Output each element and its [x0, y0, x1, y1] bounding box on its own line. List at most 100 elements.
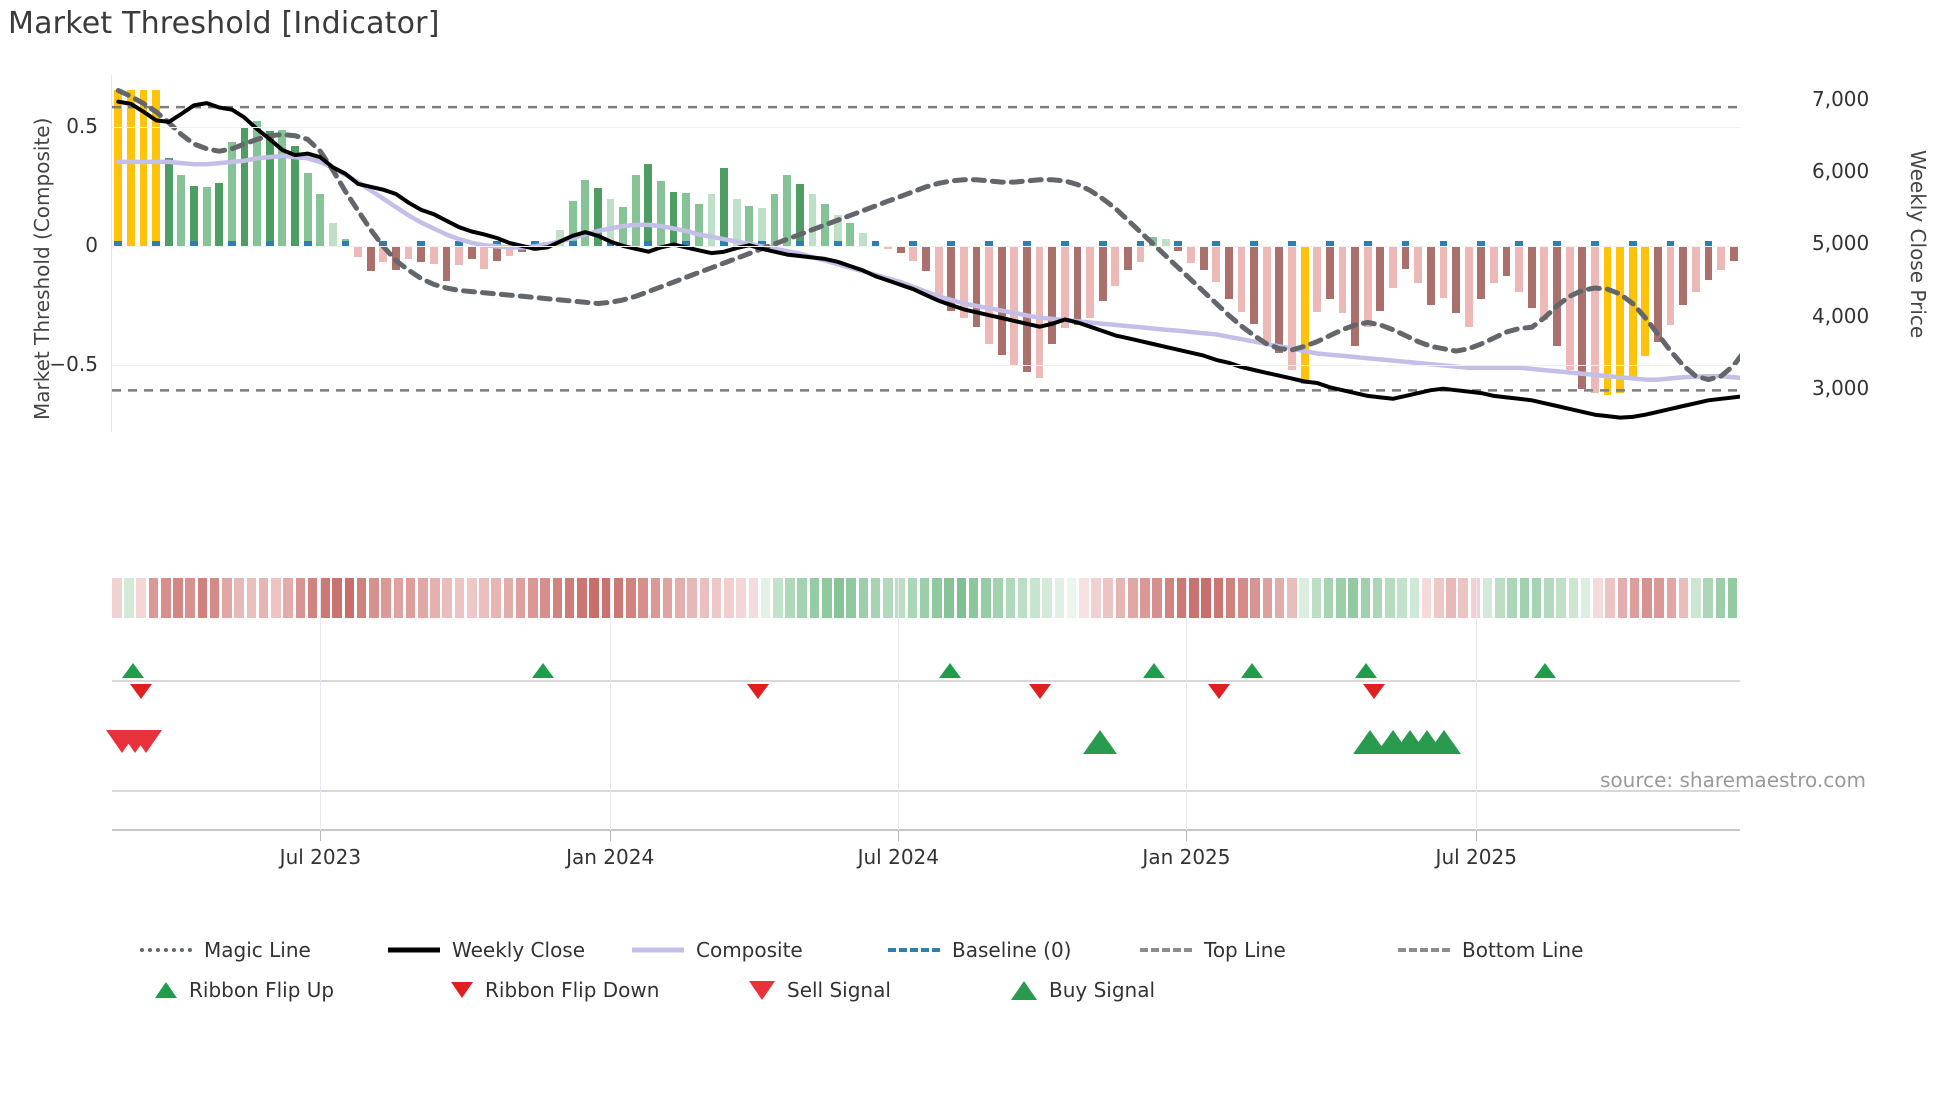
baseline-marker [909, 241, 918, 247]
ribbon-cell [1593, 578, 1603, 618]
histogram-bar [278, 129, 287, 247]
histogram-bar [1237, 246, 1246, 312]
ribbon-cell [1323, 578, 1334, 618]
ribbon-cell [258, 578, 269, 618]
y-tick-left: 0.5 [66, 114, 98, 139]
ribbon-cell [393, 578, 404, 618]
ribbon-cell [613, 578, 624, 618]
histogram-bar [997, 246, 1006, 355]
legend-item-sell-signal[interactable]: Sell Signal [736, 970, 891, 1010]
histogram-bar [1023, 246, 1031, 373]
legend-item-magic-line[interactable]: Magic Line [140, 930, 311, 970]
ribbon-cell [430, 578, 440, 618]
histogram-bar [745, 205, 754, 247]
baseline-marker [1174, 241, 1183, 247]
ribbon-cell [626, 578, 636, 618]
ribbon-flip-up-marker [1142, 663, 1165, 678]
ribbon-flip-down-marker [1208, 684, 1231, 699]
ribbon-cell [1201, 578, 1211, 618]
ribbon-cell [1091, 578, 1101, 618]
histogram-bar [215, 183, 224, 247]
ribbon-cell [1446, 578, 1456, 618]
histogram-bar [1363, 246, 1372, 328]
ribbon-regime-strip [112, 578, 1740, 618]
histogram-bar [455, 246, 463, 266]
x-tick-label: Jul 2024 [857, 845, 939, 869]
histogram-bar [1199, 246, 1208, 271]
ribbon-cell [724, 578, 734, 618]
lower-rule-line [112, 790, 1740, 792]
ribbon-cell [1495, 578, 1505, 618]
histogram-bar [442, 246, 451, 281]
ribbon-cell [699, 578, 710, 618]
histogram-bar [1401, 246, 1410, 269]
ribbon-flip-down-marker [747, 684, 770, 699]
baseline-marker [644, 241, 653, 247]
histogram-bar [139, 90, 148, 247]
ribbon-cell [1262, 578, 1273, 618]
ribbon-cell [295, 578, 306, 618]
baseline-marker [947, 241, 956, 247]
ribbon-cell [1238, 578, 1248, 618]
ribbon-cell [638, 578, 648, 618]
legend-item-ribbon-flip-down[interactable]: Ribbon Flip Down [436, 970, 659, 1010]
baseline-marker [1401, 241, 1410, 247]
histogram-bar [732, 198, 741, 247]
histogram-bar [947, 246, 956, 311]
histogram-bar [1477, 246, 1486, 299]
baseline-marker [227, 241, 236, 247]
ribbon-cell [932, 578, 942, 618]
ribbon-cell [772, 578, 783, 618]
legend-item-weekly-close[interactable]: Weekly Close [388, 930, 585, 970]
ribbon-cell [1274, 578, 1285, 618]
ribbon-cell [1348, 578, 1358, 618]
histogram-bar [1616, 246, 1624, 393]
histogram-bar [1136, 246, 1145, 262]
ribbon-cell [907, 578, 918, 618]
ribbon-flip-up-marker [1354, 663, 1377, 678]
ribbon-cell [356, 578, 367, 618]
baseline-marker [682, 241, 691, 247]
ribbon-cell [650, 578, 661, 618]
histogram-bar [1376, 246, 1385, 311]
ribbon-cell [307, 578, 318, 618]
histogram-bar [1603, 246, 1612, 396]
histogram-bar [164, 158, 173, 247]
histogram-bar [1553, 246, 1561, 347]
ribbon-flip-up-marker [1240, 663, 1263, 678]
histogram-bar [821, 203, 829, 247]
ribbon-cell [1433, 578, 1444, 618]
ribbon-cell [760, 578, 771, 618]
baseline-marker [341, 241, 350, 247]
ribbon-cell [1127, 578, 1138, 618]
ribbon-flip-up-marker [122, 663, 145, 678]
sell-signal-marker [130, 730, 163, 753]
ribbon-cell [222, 578, 232, 618]
legend-item-top-line[interactable]: Top Line [1140, 930, 1286, 970]
baseline-marker [985, 241, 993, 247]
buy-signal-marker [1083, 730, 1118, 754]
ribbon-flip-marker-row [112, 650, 1740, 710]
triangle-up-icon [1011, 980, 1037, 1000]
legend-item-composite[interactable]: Composite [632, 930, 803, 970]
ribbon-cell [1030, 578, 1040, 618]
histogram-bar [896, 246, 905, 254]
baseline-marker [1363, 241, 1372, 247]
histogram-bar [366, 246, 375, 272]
legend-item-bottom-line[interactable]: Bottom Line [1398, 930, 1583, 970]
flip-row-axis-line [112, 680, 1740, 682]
legend-item-baseline-0[interactable]: Baseline (0) [888, 930, 1071, 970]
legend-item-ribbon-flip-up[interactable]: Ribbon Flip Up [140, 970, 334, 1010]
histogram-bar [922, 246, 930, 272]
baseline-marker [1553, 241, 1561, 247]
ribbon-cell [405, 578, 416, 618]
baseline-marker [1628, 241, 1637, 247]
histogram-bar [1540, 246, 1549, 321]
legend-label: Buy Signal [1049, 978, 1156, 1002]
triangle-down-icon [451, 982, 473, 998]
baseline-marker [303, 241, 312, 247]
legend-item-buy-signal[interactable]: Buy Signal [998, 970, 1155, 1010]
histogram-bar [177, 174, 186, 247]
ribbon-cell [1654, 578, 1664, 618]
